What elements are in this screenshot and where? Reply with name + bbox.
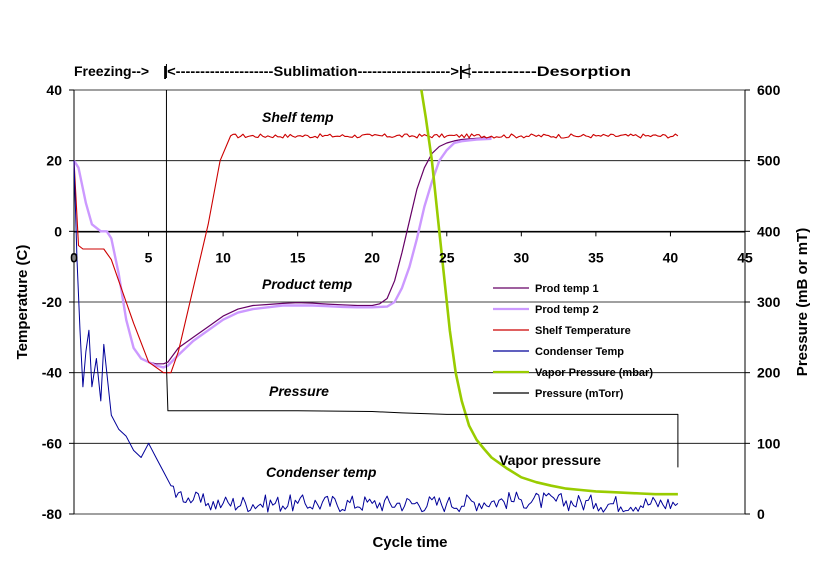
- y-tick-label: 0: [54, 223, 62, 239]
- y2-tick-label: 300: [757, 294, 781, 310]
- x-tick-label: 35: [588, 249, 604, 265]
- x-tick-label: 20: [364, 249, 380, 265]
- legend-label: Vapor Pressure (mbar): [535, 367, 653, 379]
- series-line: [73, 160, 679, 513]
- x-axis-title: Cycle time: [372, 534, 447, 551]
- condenser-temp-annotation: Condenser temp: [266, 464, 377, 480]
- y2-axis-title: Pressure (mB or mT): [794, 228, 811, 376]
- x-tick-label: 30: [514, 249, 530, 265]
- series-line: [165, 364, 679, 468]
- y-axis-title: Temperature (C): [14, 245, 31, 360]
- tick-marks: [69, 64, 750, 515]
- x-tick-label: 40: [663, 249, 679, 265]
- legend-label: Prod temp 1: [535, 283, 599, 295]
- y2-tick-label: 200: [757, 365, 781, 381]
- y-tick-label: 20: [46, 153, 62, 169]
- legend-label: Condenser Temp: [535, 346, 624, 358]
- phase-desorption-label: <-----------Desorption: [461, 63, 631, 79]
- x-tick-label: 10: [215, 249, 231, 265]
- pressure-annotation: Pressure: [269, 383, 329, 399]
- x-tick-label: 15: [290, 249, 306, 265]
- legend-label: Pressure (mTorr): [535, 388, 624, 400]
- legend-label: Prod temp 2: [535, 304, 599, 316]
- x-tick-label: 5: [145, 249, 153, 265]
- x-tick-label: 0: [70, 249, 78, 265]
- x-tick-label: 25: [439, 249, 455, 265]
- series-line: [420, 89, 678, 496]
- y2-tick-label: 600: [757, 82, 781, 98]
- y-tick-label: -60: [42, 435, 62, 451]
- series-line: [73, 133, 679, 374]
- product-temp-annotation: Product temp: [262, 276, 353, 292]
- y2-tick-label: 100: [757, 435, 781, 451]
- y-tick-label: -20: [42, 294, 62, 310]
- phase-freezing-label: Freezing-->: [74, 63, 149, 79]
- shelf-temp-annotation: Shelf temp: [262, 109, 334, 125]
- x-tick-label: 45: [737, 249, 753, 265]
- legend: Prod temp 1 Prod temp 2 Shelf Temperature C…: [493, 283, 653, 400]
- vapor-pressure-annotation: Vapor pressure: [499, 452, 601, 468]
- y2-tick-label: 0: [757, 506, 765, 522]
- y-tick-label: -40: [42, 365, 62, 381]
- y-tick-label: 40: [46, 82, 62, 98]
- y-tick-label: -80: [42, 506, 62, 522]
- series-group: [72, 89, 679, 513]
- phase-sublimation-label: |<--------------------Sublimation-------…: [163, 63, 463, 79]
- y2-tick-label: 500: [757, 153, 781, 169]
- grid-lines: [74, 89, 745, 515]
- series-line: [72, 137, 492, 369]
- legend-label: Shelf Temperature: [535, 325, 631, 337]
- y2-tick-label: 400: [757, 223, 781, 239]
